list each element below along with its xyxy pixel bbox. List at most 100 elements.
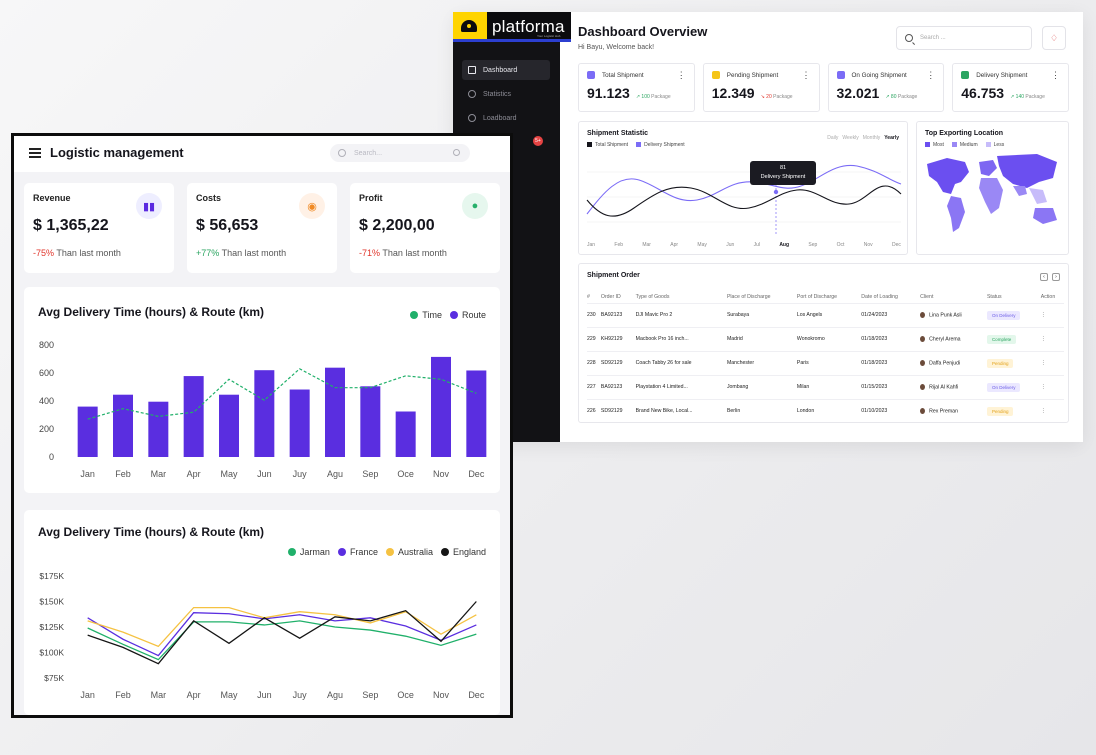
- kpi-ongoing-shipment[interactable]: On Going Shipment ⋮ 32.021 ↗ 80 Package: [827, 63, 945, 112]
- cell-no: 227: [587, 374, 601, 399]
- cell-status: Pending: [986, 350, 1041, 375]
- metric-card-revenue[interactable]: Revenue $ 1,365,22 -75% Than last month …: [24, 183, 174, 273]
- more-icon[interactable]: ⋮: [1040, 336, 1046, 342]
- kpi-label: Delivery Shipment: [976, 71, 1028, 79]
- x-tick-label: May: [220, 469, 238, 479]
- cell-action[interactable]: ⋮: [1040, 398, 1064, 423]
- cell-action[interactable]: ⋮: [1040, 374, 1064, 399]
- x-tick-label: Jan: [80, 469, 95, 479]
- search-input[interactable]: Search...: [330, 144, 470, 162]
- more-icon[interactable]: ⋮: [676, 70, 686, 80]
- card-title: Top Exporting Location: [925, 130, 1004, 137]
- tab-yearly[interactable]: Yearly: [884, 135, 899, 141]
- cell-action[interactable]: ⋮: [1040, 302, 1064, 327]
- search-placeholder: Search...: [354, 149, 383, 157]
- bar-route: [183, 376, 204, 457]
- bar-route: [431, 356, 451, 457]
- metric-delta: -75% Than last month: [33, 248, 121, 258]
- x-tick-label: Mar: [151, 469, 167, 479]
- x-tick-label: Apr: [187, 469, 201, 479]
- kpi-label: Pending Shipment: [726, 71, 779, 79]
- x-tick-label: Jun: [257, 469, 272, 479]
- dashboard-main: Dashboard Overview Hi Bayu, Welcome back…: [560, 12, 1083, 442]
- more-icon[interactable]: ⋮: [1040, 312, 1046, 318]
- cell-date: 01/18/2023: [861, 350, 921, 375]
- bar-route: [395, 411, 416, 457]
- more-icon[interactable]: ⋮: [1040, 408, 1046, 415]
- sidebar-item-statistics[interactable]: Statistics: [462, 84, 550, 104]
- delta-text: Than last month: [382, 248, 447, 258]
- month-label: Oct: [836, 242, 845, 248]
- kpi-pending-shipment[interactable]: Pending Shipment ⋮ 12.349 ↘ 20 Package: [702, 63, 820, 112]
- bar-route: [77, 406, 98, 457]
- more-icon[interactable]: ⋮: [926, 70, 936, 80]
- client-name: Daffa Penjudi: [929, 360, 961, 367]
- cell-action[interactable]: ⋮: [1040, 350, 1064, 375]
- kpi-delta: ↘ 20 Package: [760, 94, 793, 100]
- chart-icon: [468, 90, 476, 98]
- table-row[interactable]: 227 BA92123 Playstation 4 Limited... Jom…: [587, 374, 1064, 399]
- notification-button[interactable]: ♢: [1042, 26, 1066, 50]
- x-tick-label: Feb: [115, 690, 131, 700]
- kpi-value: 12.349: [711, 85, 755, 101]
- cell-goods: Coach Tabby 26 for sale: [635, 350, 727, 375]
- metric-card-costs[interactable]: Costs $ 56,653 +77% Than last month ◉: [187, 183, 337, 273]
- client-name: Lina Punk Asli: [929, 312, 962, 319]
- sidebar-item-loadboard[interactable]: Loadboard: [462, 108, 550, 128]
- kpi-total-shipment[interactable]: Total Shipment ⋮ 91.123 ↗ 100 Package: [578, 63, 695, 112]
- cell-client: Daffa Penjudi: [920, 350, 987, 375]
- search-icon: [905, 34, 913, 42]
- delivery-shipment-line: [586, 164, 902, 215]
- more-icon[interactable]: ⋮: [1040, 384, 1046, 390]
- more-icon[interactable]: ⋮: [1051, 70, 1060, 80]
- x-tick-label: Mar: [151, 690, 167, 700]
- more-icon[interactable]: ⋮: [801, 70, 811, 80]
- status-badge: On Delivery: [986, 310, 1021, 320]
- bar-route: [113, 394, 133, 457]
- x-tick-label: Jan: [80, 690, 95, 700]
- kpi-delivery-shipment[interactable]: Delivery Shipment ⋮ 46.753 ↗ 140 Package: [952, 63, 1069, 112]
- chart-tooltip: 81 Delivery Shipment: [750, 161, 816, 185]
- metric-card-profit[interactable]: Profit $ 2,200,00 -71% Than last month ●: [350, 183, 500, 273]
- col-header: Type of Goods: [635, 293, 670, 300]
- kpi-value: 46.753: [961, 85, 1005, 101]
- legend-item: Most: [925, 142, 944, 148]
- cell-place: Madrid: [726, 326, 797, 351]
- sidebar-nav: Dashboard Statistics Loadboard: [462, 60, 550, 132]
- x-tick-label: Apr: [187, 690, 201, 700]
- kpi-delta: ↗ 80 Package: [885, 94, 918, 100]
- legend-item: France: [337, 547, 378, 557]
- cell-date: 01/18/2023: [861, 326, 921, 351]
- filter-icon[interactable]: [453, 149, 460, 156]
- sidebar-item-dashboard[interactable]: Dashboard: [462, 60, 550, 80]
- y-tick-label: $75K: [44, 673, 64, 683]
- kpi-label: On Going Shipment: [851, 71, 907, 79]
- table-row[interactable]: 226 SD92129 Brand New Bike, Local... Ber…: [587, 398, 1064, 423]
- table-row[interactable]: 230 BA92123 DJI Mavic Pro 2 Surabaya Los…: [587, 302, 1064, 327]
- y-tick-label: $125K: [39, 622, 64, 632]
- legend-item: England: [440, 547, 486, 557]
- dashboard-window: Dashboard Statistics Loadboard 5+ platfo…: [453, 12, 1083, 442]
- menu-icon[interactable]: [29, 148, 41, 158]
- tab-daily[interactable]: Daily: [827, 135, 839, 141]
- brand-name: platforma: [492, 17, 565, 36]
- table-row[interactable]: 228 SD92129 Coach Tabby 26 for sale Manc…: [587, 350, 1064, 375]
- month-label: Mar: [642, 242, 651, 248]
- search-input[interactable]: Search ...: [896, 26, 1032, 50]
- x-tick-label: Oce: [397, 690, 414, 700]
- line-france: [87, 612, 477, 657]
- tab-monthly[interactable]: Monthly: [862, 135, 881, 141]
- kpi-unit: Package: [773, 94, 793, 100]
- bar-route: [254, 370, 275, 457]
- month-label: Feb: [614, 242, 624, 248]
- legend-item: Australia: [385, 547, 433, 557]
- tab-weekly[interactable]: Weekly: [842, 135, 859, 141]
- brand-logo[interactable]: platforma Your Logistic Hub: [453, 12, 571, 42]
- avatar: [920, 311, 926, 318]
- prev-page-button[interactable]: ‹: [1040, 273, 1048, 281]
- more-icon[interactable]: ⋮: [1040, 360, 1046, 366]
- table-row[interactable]: 229 KH92129 Macbook Pro 16 inch... Madri…: [587, 326, 1064, 351]
- y-tick-label: 800: [39, 340, 54, 350]
- cell-action[interactable]: ⋮: [1040, 326, 1064, 351]
- next-page-button[interactable]: ›: [1052, 273, 1060, 281]
